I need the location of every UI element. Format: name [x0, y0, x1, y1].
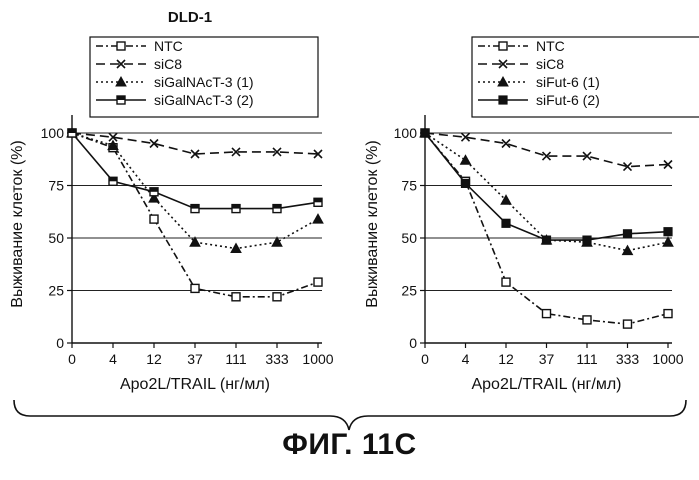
panel-1-series-4-marker — [314, 198, 322, 206]
panel-1-x-tick-label: 1000 — [302, 351, 333, 367]
panel-2-y-tick-label: 0 — [409, 335, 417, 351]
panel-2-series-4-marker — [462, 179, 470, 187]
panel-2-x-tick-label: 4 — [462, 351, 470, 367]
panel-1-series-3-marker — [190, 237, 200, 246]
panel-1-y-tick-label: 100 — [41, 125, 65, 141]
panel-2-x-axis-label: Apo2L/TRAIL (нг/мл) — [471, 376, 621, 393]
panel-2-legend-item-4-marker — [499, 96, 507, 104]
panel-1-x-tick-label: 12 — [146, 351, 162, 367]
panel-1-y-tick-label: 75 — [48, 178, 64, 194]
panel-2-legend-item-1-marker — [499, 42, 507, 50]
panel-2-y-axis-label: Выживание клеток (%) — [364, 140, 381, 307]
panel-1-series-4-marker — [273, 205, 281, 213]
panel-2-series-4-marker — [664, 228, 672, 236]
panel-1-series-1-marker — [191, 284, 199, 292]
panel-1-y-tick-label: 0 — [56, 335, 64, 351]
panel-1-series-4-marker-fill — [314, 198, 322, 202]
panel-1-series-3 — [67, 128, 323, 253]
panel-1-legend-item-4-marker-fill — [117, 96, 125, 100]
panel-2-legend-item-3-label: siFut-6 (1) — [536, 74, 600, 90]
panel-2-series-4-marker — [543, 236, 551, 244]
panel-1-x-tick-label: 4 — [109, 351, 117, 367]
panel-2-x-tick-label: 111 — [576, 351, 597, 367]
panel-1-series-3-marker — [313, 214, 323, 223]
panel-1: DLD-102550751000412371113331000Apo2L/TRA… — [9, 9, 334, 393]
panel-2-series-1-marker — [664, 310, 672, 318]
figure-caption: ФИГ. 11С — [0, 428, 699, 462]
panel-1-y-axis-label: Выживание клеток (%) — [9, 140, 26, 307]
panel-2-legend-item-4-label: siFut-6 (2) — [536, 92, 600, 108]
panel-1-y-tick-label: 50 — [48, 230, 64, 246]
panel-1-series-4 — [68, 129, 322, 213]
panel-2-y-tick-label: 50 — [401, 230, 417, 246]
panel-2-y-tick-label: 75 — [401, 178, 417, 194]
panel-2-x-tick-label: 333 — [616, 351, 640, 367]
panel-2-series-3-marker — [461, 155, 471, 164]
panel-1-series-4-marker — [191, 205, 199, 213]
panel-2-series-3-marker — [663, 237, 673, 246]
panel-2-series-4-marker — [502, 219, 510, 227]
panel-1-series-1-marker — [273, 293, 281, 301]
grouping-brace — [14, 400, 686, 430]
panel-1-series-1-marker — [150, 215, 158, 223]
panel-1-legend: NTC siC8 siGalNAcT-3 (1) siGalNAcT-3 (2) — [90, 37, 318, 117]
panel-2-y-tick-label: 25 — [401, 283, 417, 299]
panel-1-series-1-line — [72, 133, 318, 297]
panel-1-x-axis-label: Apo2L/TRAIL (нг/мл) — [120, 376, 270, 393]
panel-2-series-2 — [421, 129, 672, 171]
panel-1-series-1-marker — [232, 293, 240, 301]
panel-2-series-4-marker — [421, 129, 429, 137]
panel-2-y-tick-label: 100 — [394, 125, 418, 141]
panel-1-legend-item-1-label: NTC — [154, 38, 183, 54]
panel-1-legend-item-4-label: siGalNAcT-3 (2) — [154, 92, 254, 108]
panel-2-x-tick-label: 37 — [539, 351, 555, 367]
panel-1-series-3-marker — [272, 237, 282, 246]
panel-2-series-4-marker — [583, 236, 591, 244]
panel-1-series-4-marker-fill — [68, 129, 76, 133]
panel-1-series-4-marker-fill — [232, 205, 240, 209]
panel-2-series-4-marker — [624, 230, 632, 238]
panel-1-title: DLD-1 — [168, 9, 212, 26]
panel-1-legend-item-2-label: siC8 — [154, 56, 182, 72]
panel-2-series-1 — [421, 129, 672, 328]
panel-1-series-1-marker — [314, 278, 322, 286]
panel-2-series-1-marker — [624, 320, 632, 328]
panel-1-series-4-marker-fill — [150, 188, 158, 192]
panel-2-series-2-line — [425, 133, 668, 167]
panel-1-series-4-marker — [150, 188, 158, 196]
panel-2-legend-item-2-label: siC8 — [536, 56, 564, 72]
panel-1-x-tick-label: 37 — [187, 351, 203, 367]
panel-1-series-4-marker-fill — [191, 205, 199, 209]
panel-1-series-4-marker — [232, 205, 240, 213]
panel-1-series-3-marker — [231, 244, 241, 253]
panel-1-y-tick-label: 25 — [48, 283, 64, 299]
panel-2-x-tick-label: 0 — [421, 351, 429, 367]
panel-2-series-1-marker — [502, 278, 510, 286]
panel-2-series-4 — [421, 129, 672, 244]
panel-1-legend-item-3-label: siGalNAcT-3 (1) — [154, 74, 254, 90]
panel-1-series-4-marker — [68, 129, 76, 137]
panel-1-series-4-marker-fill — [109, 177, 117, 181]
panel-1-x-tick-label: 0 — [68, 351, 76, 367]
panel-2-legend: NTC siC8 siFut-6 (1) siFut-6 (2) — [472, 37, 699, 117]
panel-1-x-tick-label: 333 — [265, 351, 289, 367]
panel-1-series-4-marker-fill — [273, 205, 281, 209]
panel-2-series-1-marker — [583, 316, 591, 324]
panel-1-legend-item-4-marker — [117, 96, 125, 104]
panel-1-legend-item-1-marker — [117, 42, 125, 50]
panel-2: 02550751000412371113331000Apo2L/TRAIL (н… — [364, 37, 699, 393]
panel-2-series-1-marker — [543, 310, 551, 318]
panel-2-legend-item-1-label: NTC — [536, 38, 565, 54]
panel-1-series-4-marker — [109, 177, 117, 185]
panel-2-x-tick-label: 1000 — [652, 351, 683, 367]
panel-2-x-tick-label: 12 — [498, 351, 514, 367]
panel-1-x-tick-label: 111 — [225, 351, 246, 367]
